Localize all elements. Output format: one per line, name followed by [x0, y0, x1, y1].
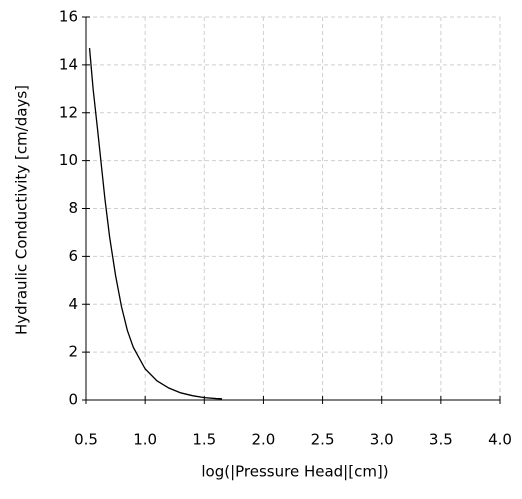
- y-tick-label: 10: [59, 151, 78, 169]
- y-tick-label: 0: [68, 391, 78, 409]
- y-tick-label: 8: [68, 199, 78, 217]
- y-tick-label: 6: [68, 247, 78, 265]
- y-tick-label: 12: [59, 103, 78, 121]
- x-axis-title: log(|Pressure Head|[cm]): [201, 463, 388, 481]
- x-tick-label: 1.0: [133, 431, 157, 449]
- x-tick-label: 0.5: [74, 431, 98, 449]
- y-tick-label: 16: [59, 8, 78, 26]
- x-tick-label: 3.0: [370, 431, 394, 449]
- y-axis-title: Hydraulic Conductivity [cm/days]: [13, 85, 31, 335]
- y-tick-label: 4: [68, 295, 78, 313]
- data-line: [88, 48, 223, 400]
- y-tick-label: 2: [68, 343, 78, 361]
- x-tick-label: 2.5: [311, 431, 335, 449]
- x-tick-label: 3.5: [429, 431, 453, 449]
- y-tick-label: 14: [59, 55, 78, 73]
- x-tick-label: 2.0: [251, 431, 275, 449]
- x-tick-label: 1.5: [192, 431, 216, 449]
- x-tick-label: 4.0: [488, 431, 512, 449]
